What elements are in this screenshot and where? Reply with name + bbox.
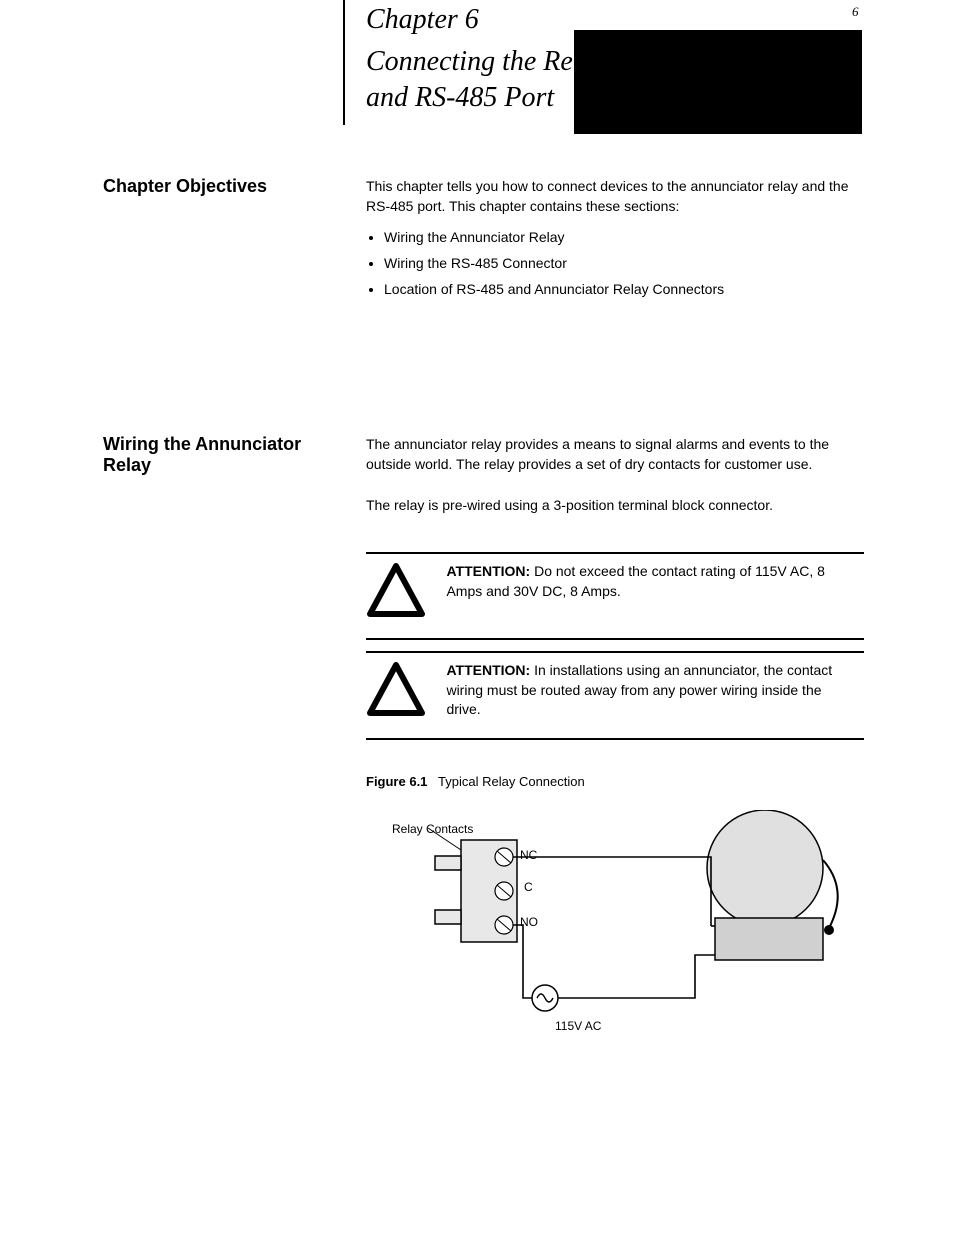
chapter-title-line2: and RS-485 Port [366, 82, 554, 114]
bell-clapper-arm [823, 860, 838, 928]
objectives-list: Wiring the Annunciator Relay Wiring the … [366, 227, 866, 300]
leader-line [428, 828, 461, 850]
list-item: Location of RS-485 and Annunciator Relay… [384, 279, 866, 299]
list-item: Wiring the Annunciator Relay [384, 227, 866, 247]
connector-prong [435, 910, 461, 924]
page-number-marker: 6 [852, 4, 859, 20]
attention-1-label: ATTENTION: [446, 563, 530, 579]
bell-base [715, 918, 823, 960]
vertical-rule [343, 0, 345, 125]
objectives-body: This chapter tells you how to connect de… [366, 176, 866, 305]
figure-caption: Figure 6.1 Typical Relay Connection [366, 774, 585, 789]
wire-nc-to-bell [513, 857, 711, 926]
relay-diagram [425, 810, 845, 1030]
attention-2-label: ATTENTION: [446, 662, 530, 678]
connector-prong [435, 856, 461, 870]
wiring-intro-2: The relay is pre-wired using a 3-positio… [366, 497, 773, 513]
attention-1-text: ATTENTION: Do not exceed the contact rat… [446, 562, 858, 601]
header-blackbox [574, 30, 862, 134]
wiring-body: The annunciator relay provides a means t… [366, 434, 866, 515]
wire-ac-to-bell [558, 955, 715, 998]
objectives-heading: Chapter Objectives [103, 176, 267, 197]
chapter-title-line1: Connecting the Relay, [366, 46, 613, 78]
wiring-heading-line2: Relay [103, 455, 301, 476]
wiring-heading: Wiring the Annunciator Relay [103, 434, 301, 476]
bell-clapper [824, 925, 834, 935]
horizontal-rule [366, 651, 864, 653]
wiring-intro-1: The annunciator relay provides a means t… [366, 436, 829, 472]
warning-triangle-icon [366, 661, 426, 722]
figure-title: Typical Relay Connection [438, 774, 585, 789]
bell-dome [707, 810, 823, 926]
page-root: Chapter 6 Connecting the Relay, and RS-4… [0, 0, 954, 1235]
horizontal-rule [366, 738, 864, 740]
chapter-number: Chapter 6 [366, 4, 479, 36]
objectives-intro: This chapter tells you how to connect de… [366, 178, 849, 214]
warning-triangle-icon [366, 562, 426, 623]
attention-2-text: ATTENTION: In installations using an ann… [446, 661, 858, 720]
attention-block-2: ATTENTION: In installations using an ann… [366, 661, 866, 722]
relay-diagram-svg [425, 810, 845, 1030]
figure-label: Figure 6.1 [366, 774, 427, 789]
wiring-heading-line1: Wiring the Annunciator [103, 434, 301, 454]
horizontal-rule [366, 552, 864, 554]
attention-block-1: ATTENTION: Do not exceed the contact rat… [366, 562, 866, 623]
horizontal-rule [366, 638, 864, 640]
list-item: Wiring the RS-485 Connector [384, 253, 866, 273]
